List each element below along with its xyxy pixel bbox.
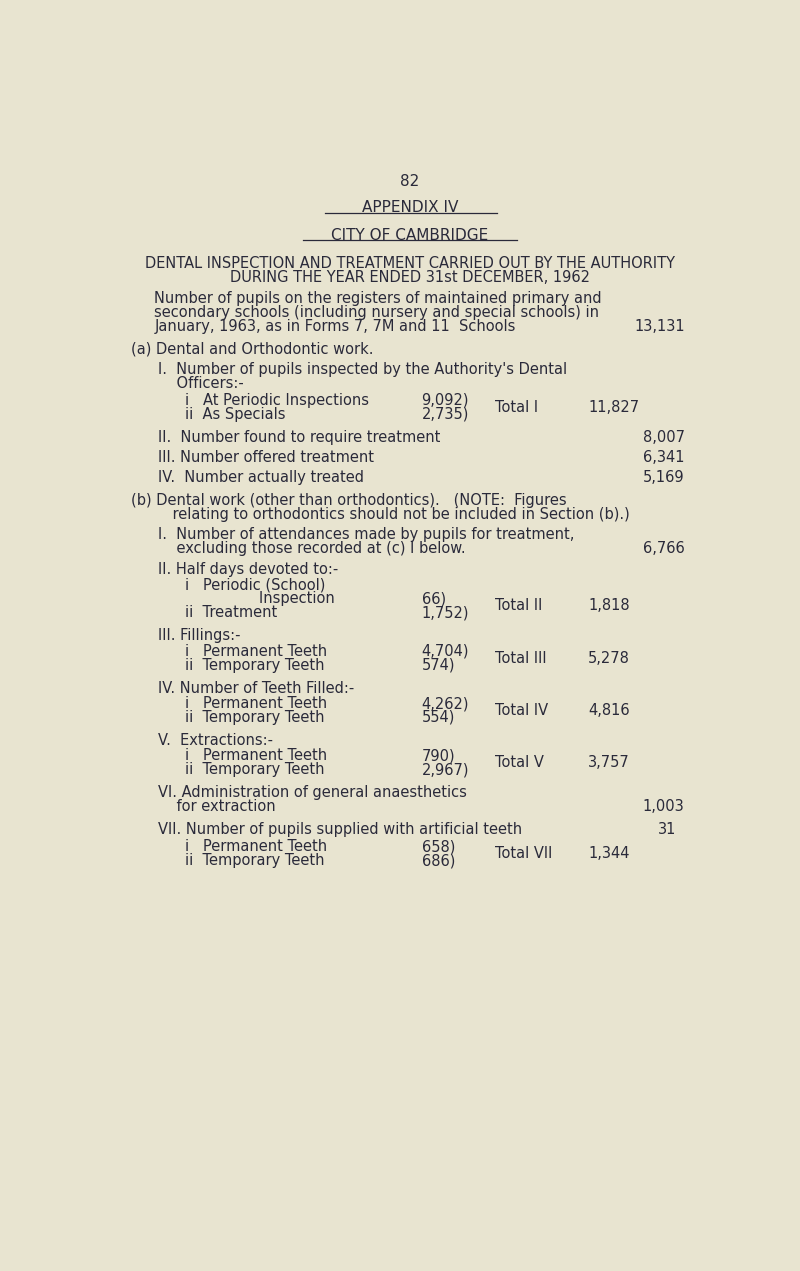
Text: i   Permanent Teeth: i Permanent Teeth bbox=[186, 839, 327, 854]
Text: relating to orthodontics should not be included in Section (b).): relating to orthodontics should not be i… bbox=[154, 507, 630, 521]
Text: Total IV: Total IV bbox=[495, 703, 548, 718]
Text: 1,003: 1,003 bbox=[642, 799, 684, 815]
Text: 790): 790) bbox=[422, 749, 455, 764]
Text: secondary schools (including nursery and special schools) in: secondary schools (including nursery and… bbox=[154, 305, 599, 320]
Text: VII. Number of pupils supplied with artificial teeth: VII. Number of pupils supplied with arti… bbox=[158, 822, 522, 838]
Text: II.  Number found to require treatment: II. Number found to require treatment bbox=[158, 430, 441, 445]
Text: ii  As Specials: ii As Specials bbox=[186, 407, 286, 422]
Text: DURING THE YEAR ENDED 31st DECEMBER, 1962: DURING THE YEAR ENDED 31st DECEMBER, 196… bbox=[230, 269, 590, 285]
Text: ii  Temporary Teeth: ii Temporary Teeth bbox=[186, 657, 325, 672]
Text: Total I: Total I bbox=[495, 399, 538, 414]
Text: ii  Temporary Teeth: ii Temporary Teeth bbox=[186, 763, 325, 778]
Text: 554): 554) bbox=[422, 710, 455, 724]
Text: Total V: Total V bbox=[495, 755, 544, 770]
Text: Total II: Total II bbox=[495, 599, 542, 614]
Text: 658): 658) bbox=[422, 839, 455, 854]
Text: III. Number offered treatment: III. Number offered treatment bbox=[158, 450, 374, 465]
Text: 1,344: 1,344 bbox=[588, 846, 630, 862]
Text: 6,766: 6,766 bbox=[642, 540, 684, 555]
Text: Inspection: Inspection bbox=[186, 591, 335, 606]
Text: i   Permanent Teeth: i Permanent Teeth bbox=[186, 644, 327, 658]
Text: ii  Temporary Teeth: ii Temporary Teeth bbox=[186, 853, 325, 868]
Text: 8,007: 8,007 bbox=[642, 430, 685, 445]
Text: VI. Administration of general anaesthetics: VI. Administration of general anaestheti… bbox=[158, 785, 467, 801]
Text: ii  Temporary Teeth: ii Temporary Teeth bbox=[186, 710, 325, 724]
Text: i   Permanent Teeth: i Permanent Teeth bbox=[186, 697, 327, 712]
Text: 31: 31 bbox=[658, 822, 676, 838]
Text: IV.  Number actually treated: IV. Number actually treated bbox=[158, 470, 364, 484]
Text: 4,816: 4,816 bbox=[588, 703, 630, 718]
Text: 3,757: 3,757 bbox=[588, 755, 630, 770]
Text: i   Periodic (School): i Periodic (School) bbox=[186, 577, 326, 592]
Text: i   At Periodic Inspections: i At Periodic Inspections bbox=[186, 393, 370, 408]
Text: 5,169: 5,169 bbox=[642, 470, 684, 484]
Text: CITY OF CAMBRIDGE: CITY OF CAMBRIDGE bbox=[331, 228, 489, 243]
Text: 13,131: 13,131 bbox=[634, 319, 686, 334]
Text: Total VII: Total VII bbox=[495, 846, 553, 862]
Text: (a) Dental and Orthodontic work.: (a) Dental and Orthodontic work. bbox=[131, 342, 374, 357]
Text: I.  Number of attendances made by pupils for treatment,: I. Number of attendances made by pupils … bbox=[158, 526, 574, 541]
Text: V.  Extractions:-: V. Extractions:- bbox=[158, 733, 273, 749]
Text: 82: 82 bbox=[400, 174, 420, 189]
Text: 2,967): 2,967) bbox=[422, 763, 469, 778]
Text: I.  Number of pupils inspected by the Authority's Dental: I. Number of pupils inspected by the Aut… bbox=[158, 362, 567, 377]
Text: 11,827: 11,827 bbox=[588, 399, 639, 414]
Text: 5,278: 5,278 bbox=[588, 651, 630, 666]
Text: 1,818: 1,818 bbox=[588, 599, 630, 614]
Text: i   Permanent Teeth: i Permanent Teeth bbox=[186, 749, 327, 764]
Text: III. Fillings:-: III. Fillings:- bbox=[158, 628, 241, 643]
Text: 6,341: 6,341 bbox=[642, 450, 684, 465]
Text: (b) Dental work (other than orthodontics).   (NOTE:  Figures: (b) Dental work (other than orthodontics… bbox=[131, 493, 566, 508]
Text: 4,704): 4,704) bbox=[422, 644, 469, 658]
Text: 686): 686) bbox=[422, 853, 455, 868]
Text: January, 1963, as in Forms 7, 7M and 11  Schools: January, 1963, as in Forms 7, 7M and 11 … bbox=[154, 319, 516, 334]
Text: APPENDIX IV: APPENDIX IV bbox=[362, 201, 458, 215]
Text: DENTAL INSPECTION AND TREATMENT CARRIED OUT BY THE AUTHORITY: DENTAL INSPECTION AND TREATMENT CARRIED … bbox=[145, 255, 675, 271]
Text: 574): 574) bbox=[422, 657, 455, 672]
Text: Officers:-: Officers:- bbox=[158, 376, 244, 390]
Text: for extraction: for extraction bbox=[158, 799, 276, 815]
Text: ii  Treatment: ii Treatment bbox=[186, 605, 278, 620]
Text: 66): 66) bbox=[422, 591, 446, 606]
Text: 1,752): 1,752) bbox=[422, 605, 469, 620]
Text: II. Half days devoted to:-: II. Half days devoted to:- bbox=[158, 562, 338, 577]
Text: 4,262): 4,262) bbox=[422, 697, 469, 712]
Text: Number of pupils on the registers of maintained primary and: Number of pupils on the registers of mai… bbox=[154, 291, 602, 306]
Text: excluding those recorded at (c) I below.: excluding those recorded at (c) I below. bbox=[158, 540, 466, 555]
Text: 2,735): 2,735) bbox=[422, 407, 469, 422]
Text: 9,092): 9,092) bbox=[422, 393, 469, 408]
Text: Total III: Total III bbox=[495, 651, 547, 666]
Text: IV. Number of Teeth Filled:-: IV. Number of Teeth Filled:- bbox=[158, 681, 354, 695]
